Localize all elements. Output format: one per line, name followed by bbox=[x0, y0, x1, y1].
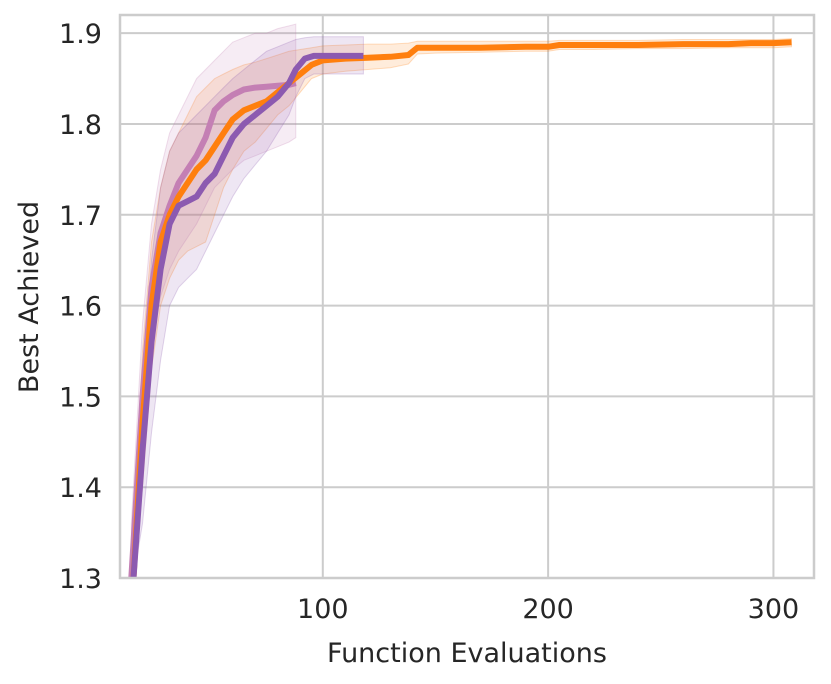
series-0-band bbox=[133, 38, 792, 578]
y-tick-labels: 1.3 1.4 1.5 1.6 1.7 1.8 1.9 bbox=[59, 19, 102, 595]
series-2-band bbox=[133, 36, 364, 578]
series-1-band bbox=[130, 23, 297, 578]
series-lines bbox=[128, 39, 792, 578]
x-axis-label: Function Evaluations bbox=[327, 638, 607, 669]
x-tick-labels: 100 200 300 bbox=[297, 594, 799, 625]
y-tick-label: 1.6 bbox=[59, 292, 102, 323]
x-tick-label: 300 bbox=[748, 594, 800, 625]
series-2-line bbox=[130, 52, 364, 578]
y-tick-label: 1.7 bbox=[59, 201, 102, 232]
y-axis-label: Best Achieved bbox=[14, 201, 45, 393]
y-tick-label: 1.8 bbox=[59, 110, 102, 141]
series-0-line bbox=[130, 39, 792, 578]
x-tick-label: 100 bbox=[297, 594, 349, 625]
x-tick-label: 200 bbox=[522, 594, 574, 625]
plot-frame bbox=[118, 13, 816, 580]
y-tick-label: 1.5 bbox=[59, 382, 102, 413]
confidence-bands bbox=[130, 23, 792, 578]
y-tick-label: 1.3 bbox=[59, 564, 102, 595]
y-tick-label: 1.4 bbox=[59, 473, 102, 504]
y-tick-label: 1.9 bbox=[59, 19, 102, 50]
